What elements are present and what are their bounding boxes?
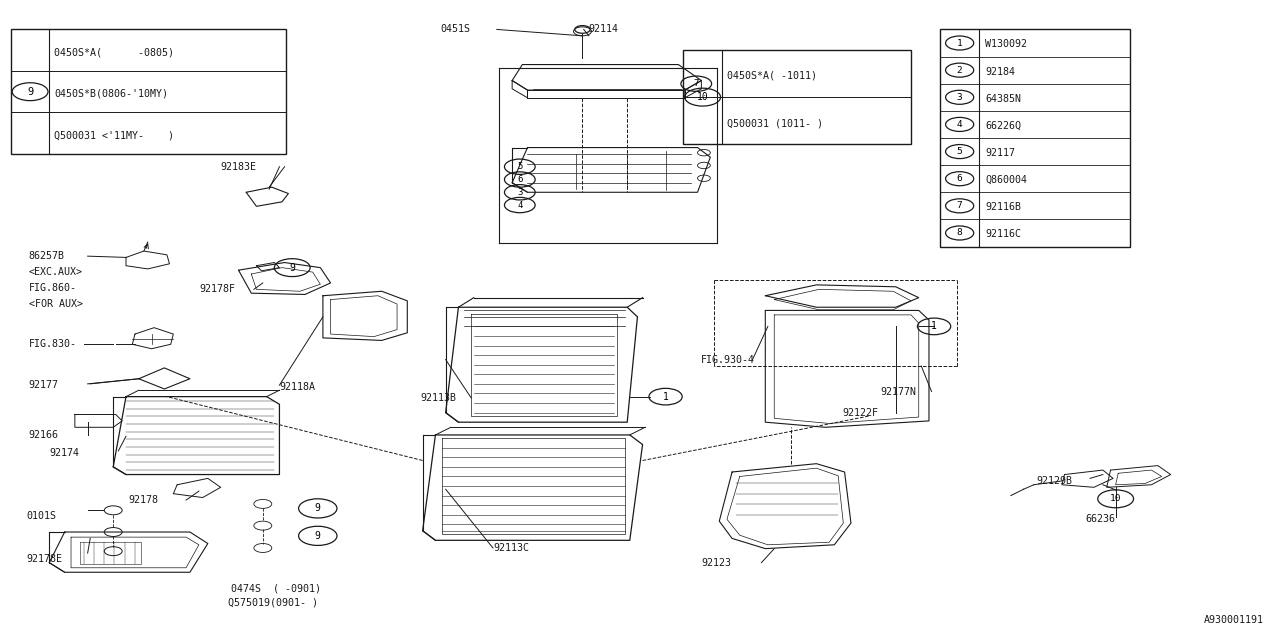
Text: 1: 1 [956,38,963,47]
Text: 92177: 92177 [29,380,59,390]
Text: 9: 9 [315,504,321,513]
Text: 7: 7 [694,79,699,88]
Text: A930001191: A930001191 [1204,615,1263,625]
Text: FIG.860-: FIG.860- [29,283,77,293]
Bar [684,50,911,145]
Bar [941,29,1130,246]
Text: Q500031 <'11MY-    ): Q500031 <'11MY- ) [54,131,174,140]
Text: 92123: 92123 [701,557,731,568]
Text: 66236: 66236 [1085,515,1115,524]
Text: 92184: 92184 [986,67,1015,77]
Text: 92122F: 92122F [842,408,878,417]
Text: 1: 1 [931,321,937,332]
Text: 92166: 92166 [29,430,59,440]
Text: 4: 4 [517,200,522,209]
Text: 8: 8 [956,228,963,237]
Text: 4: 4 [956,120,963,129]
Text: 64385N: 64385N [986,93,1021,104]
Text: 10: 10 [1110,494,1121,503]
Text: 92178: 92178 [128,495,159,505]
Text: 0474S  ( -0901): 0474S ( -0901) [230,583,321,593]
Text: <EXC.AUX>: <EXC.AUX> [29,267,83,277]
Text: 92178E: 92178E [27,554,63,564]
Text: 6: 6 [956,174,963,183]
Text: W130092: W130092 [986,39,1028,49]
Text: 92183E: 92183E [220,162,256,172]
Text: 92177N: 92177N [881,387,916,397]
Text: 9: 9 [289,262,296,273]
Text: 2: 2 [956,66,963,75]
Text: Q500031 (1011- ): Q500031 (1011- ) [727,118,823,128]
Text: 3: 3 [956,93,963,102]
Text: 10: 10 [696,92,709,102]
Text: 5: 5 [956,147,963,156]
Text: Q860004: Q860004 [986,175,1028,185]
Text: 9: 9 [315,531,321,541]
Text: 0101S: 0101S [27,511,56,521]
Text: 92113C: 92113C [493,543,529,553]
Text: 86257B: 86257B [29,251,65,261]
Text: 0451S: 0451S [440,24,471,35]
Bar [12,29,285,154]
Text: 92116C: 92116C [986,229,1021,239]
Text: 1: 1 [663,392,668,402]
Text: 92178F: 92178F [198,284,234,294]
Text: 92174: 92174 [50,448,79,458]
Text: 92116B: 92116B [986,202,1021,212]
Text: Q575019(0901- ): Q575019(0901- ) [228,597,319,607]
Text: 7: 7 [956,202,963,211]
Text: 6: 6 [517,175,522,184]
Text: 92129B: 92129B [1037,476,1073,486]
Text: 92118A: 92118A [279,382,315,392]
Text: 92114: 92114 [589,24,618,35]
Text: FIG.830-: FIG.830- [29,339,77,349]
Text: 0450S*B(0806-'10MY): 0450S*B(0806-'10MY) [54,89,169,99]
Text: FIG.930-4: FIG.930-4 [701,355,755,365]
Text: <FOR AUX>: <FOR AUX> [29,299,83,309]
Text: 66226Q: 66226Q [986,121,1021,131]
Text: 0450S*A(      -0805): 0450S*A( -0805) [54,47,174,57]
Text: 9: 9 [27,86,33,97]
Text: 5: 5 [517,162,522,172]
Text: 92117: 92117 [986,148,1015,158]
Text: 0450S*A( -1011): 0450S*A( -1011) [727,71,817,81]
Text: 92113B: 92113B [420,393,456,403]
Text: 3: 3 [517,188,522,196]
